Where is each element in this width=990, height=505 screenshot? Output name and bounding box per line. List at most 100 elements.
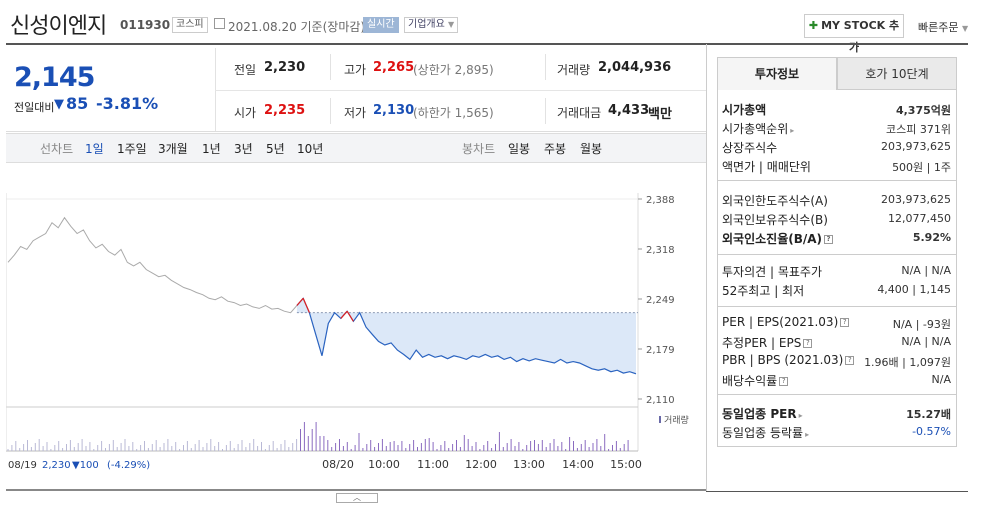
price-chart[interactable]: 2,388 2,318 2,249 2,179 2,110 거래량 08/20 10:00 11… <box>6 163 706 485</box>
info-label-text: 외국인한도주식수(A) <box>722 194 828 208</box>
line-chart-label: 선차트 <box>40 142 74 156</box>
info-label: 52주최고 | 최저 <box>722 282 804 299</box>
divider <box>717 306 957 307</box>
chevron-down-icon: ▼ <box>961 24 969 33</box>
chevron-right-icon[interactable]: ▸ <box>805 430 810 439</box>
info-label-text: 상장주식수 <box>722 141 778 155</box>
volume-legend-swatch <box>659 416 661 423</box>
amount-unit: 백만 <box>648 107 672 122</box>
x-tick-label: 11:00 <box>417 458 449 471</box>
help-icon[interactable]: ? <box>840 318 850 327</box>
divider <box>545 54 546 80</box>
x-tick-label: 15:00 <box>610 458 642 471</box>
divider <box>717 180 957 181</box>
change-value: 85 <box>66 94 89 113</box>
tab-1year[interactable]: 1년 <box>202 142 221 156</box>
info-label-text: 동일업종 PER <box>722 407 797 421</box>
add-my-stock-button[interactable]: ✚ MY STOCK 추가 <box>804 14 904 54</box>
info-value: 12,077,450 <box>888 212 951 225</box>
prev-day-caption: 08/19 <box>8 460 37 471</box>
add-my-stock-label: MY STOCK 추가 <box>821 19 900 54</box>
tab-quote-10[interactable]: 호가 10단계 <box>837 57 957 90</box>
divider <box>717 394 957 395</box>
divider <box>956 90 957 446</box>
plus-icon: ✚ <box>808 19 819 32</box>
divider <box>717 90 718 446</box>
info-label: 추정PER | EPS? <box>722 334 813 351</box>
high-value: 2,265 <box>373 60 415 75</box>
divider <box>706 44 707 491</box>
info-value: N/A | N/A <box>901 264 951 277</box>
tab-daily[interactable]: 일봉 <box>508 142 531 156</box>
divider <box>6 489 706 491</box>
divider <box>330 54 331 80</box>
info-label: 액면가 | 매매단위 <box>722 158 811 175</box>
chevron-right-icon[interactable]: ▸ <box>790 126 795 135</box>
info-label-text: 외국인소진율(B/A) <box>722 232 823 246</box>
help-icon[interactable]: ? <box>845 356 855 365</box>
expand-chart-button[interactable]: ︿ <box>336 493 378 503</box>
amount-label: 거래대금 <box>557 106 602 120</box>
divider <box>6 131 706 132</box>
info-label: 상장주식수 <box>722 139 777 156</box>
market-badge: 코스피 <box>172 17 208 33</box>
info-label: 배당수익률? <box>722 372 789 389</box>
low-label: 저가 <box>344 106 367 120</box>
tab-1week[interactable]: 1주일 <box>117 142 147 156</box>
tab-weekly[interactable]: 주봉 <box>544 142 567 156</box>
prev-close-label: 전일 <box>234 63 257 77</box>
current-price: 2,145 <box>14 62 95 93</box>
x-tick-label: 12:00 <box>465 458 497 471</box>
volume-legend-label: 거래량 <box>664 414 689 426</box>
chart-tab-bar <box>6 133 706 163</box>
tab-10year[interactable]: 10년 <box>297 142 324 156</box>
prev-day-caption: (-4.29%) <box>107 460 150 471</box>
info-label: 외국인보유주식수(B) <box>722 211 828 228</box>
x-tick-label: 10:00 <box>368 458 400 471</box>
tab-invest-info[interactable]: 투자정보 <box>717 57 837 90</box>
info-label-text: PER | EPS(2021.03) <box>722 315 839 329</box>
divider <box>706 491 968 492</box>
info-value: 4,400 | 1,145 <box>877 283 951 296</box>
quick-order-button[interactable]: 빠른주문 ▼ <box>918 19 968 35</box>
info-label: 외국인한도주식수(A) <box>722 192 828 209</box>
prev-close-value: 2,230 <box>264 60 306 75</box>
info-label: 시가총액 <box>722 101 766 118</box>
tab-3month[interactable]: 3개월 <box>158 142 188 156</box>
prev-day-caption: ▼100 <box>72 460 99 471</box>
today-line-up-segment <box>296 297 304 306</box>
company-overview-dropdown[interactable]: 기업개요 ▼ <box>404 17 459 33</box>
divider <box>545 98 546 124</box>
info-label: 투자의견 | 목표주가 <box>722 263 822 280</box>
price-date: 2021.08.20 기준(장마감) <box>228 20 366 34</box>
chevron-right-icon[interactable]: ▸ <box>798 411 803 420</box>
tab-1day[interactable]: 1일 <box>85 142 104 156</box>
tab-monthly[interactable]: 월봉 <box>580 142 603 156</box>
divider <box>330 98 331 124</box>
x-tick-label: 14:00 <box>562 458 594 471</box>
chevron-down-icon: ▼ <box>448 20 455 29</box>
info-value: 4,375억원 <box>895 104 951 117</box>
change-label: 전일대비 <box>14 101 55 114</box>
info-label: PBR | BPS (2021.03)? <box>722 353 855 367</box>
info-label-text: 시가총액 <box>722 103 767 117</box>
realtime-button[interactable]: 실시간 <box>363 17 399 33</box>
info-label-text: 동일업종 등락률 <box>722 426 804 440</box>
prev-day-line <box>7 216 298 314</box>
stock-code: 011930 <box>120 18 171 32</box>
info-label: 외국인소진율(B/A)? <box>722 230 834 247</box>
y-tick-label: 2,388 <box>646 195 675 206</box>
info-label-text: 시가총액순위 <box>722 122 789 136</box>
tab-5year[interactable]: 5년 <box>266 142 285 156</box>
y-tick-label: 2,249 <box>646 295 675 306</box>
help-icon[interactable]: ? <box>824 235 834 244</box>
info-label-text: 배당수익률 <box>722 374 778 388</box>
header-divider <box>6 43 968 45</box>
help-icon[interactable]: ? <box>779 377 789 386</box>
divider <box>717 254 957 255</box>
change-percent: -3.81% <box>96 94 159 113</box>
y-tick-label: 2,110 <box>646 395 675 406</box>
info-value: 코스피 371위 <box>886 123 951 136</box>
help-icon[interactable]: ? <box>803 339 813 348</box>
tab-3year[interactable]: 3년 <box>234 142 253 156</box>
